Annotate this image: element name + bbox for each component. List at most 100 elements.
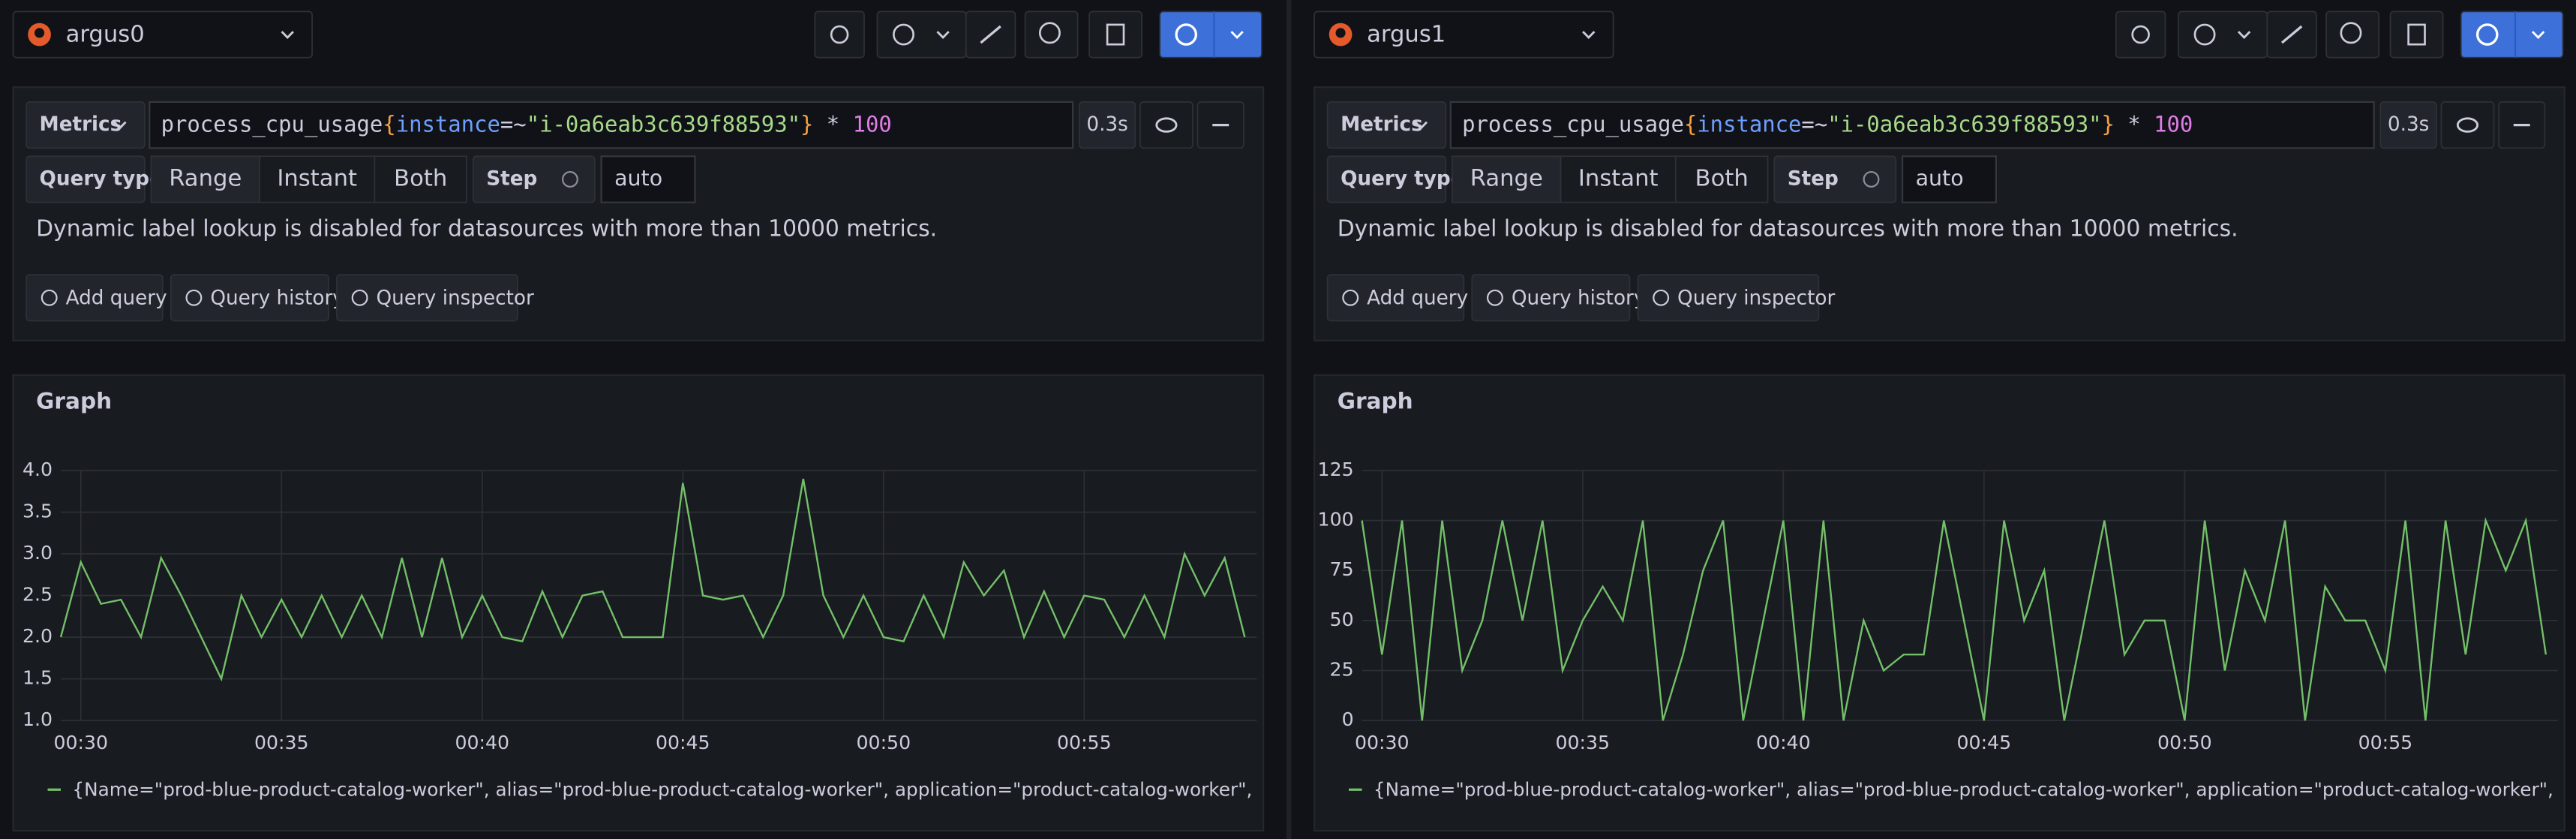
query-token: { <box>1684 112 1697 137</box>
series-line <box>1361 517 2547 721</box>
step-input[interactable] <box>600 155 696 203</box>
query-token: } <box>800 112 813 137</box>
run-query-button[interactable] <box>2460 11 2564 59</box>
time-picker-button[interactable] <box>2178 11 2268 59</box>
query-token: =~ <box>1801 112 1827 137</box>
x-tick-label: 00:45 <box>1957 732 2012 753</box>
query-action-label: Query inspector <box>377 287 534 309</box>
icon <box>2340 22 2362 44</box>
query-token: * <box>813 112 852 137</box>
warning-text: Dynamic label lookup is disabled for dat… <box>1338 215 2238 242</box>
query-action-button[interactable] <box>170 274 329 322</box>
query-type-option[interactable] <box>259 155 376 203</box>
step-input[interactable] <box>1901 155 1998 203</box>
share-button[interactable] <box>2115 11 2166 59</box>
icon <box>2131 25 2150 44</box>
query-text: process_cpu_usage{instance=~"i-0a6eab3c6… <box>1462 112 2193 138</box>
refresh-icon <box>1175 23 1197 46</box>
zoom-out-button[interactable] <box>2325 11 2380 59</box>
pane-divider <box>1286 0 1292 839</box>
step-label: Step <box>1788 167 1839 190</box>
share-button[interactable] <box>814 11 865 59</box>
delete-button[interactable] <box>2389 11 2444 59</box>
button-icon <box>1486 289 1503 306</box>
query-type-option-label: Instant <box>1578 165 1659 191</box>
eye-icon <box>2456 117 2479 133</box>
x-tick-label: 00:35 <box>1556 732 1611 753</box>
query-action-button[interactable] <box>1326 274 1465 322</box>
info-icon <box>561 170 578 188</box>
run-query-button[interactable] <box>1159 11 1262 59</box>
hide-query-button[interactable] <box>1139 101 1193 149</box>
query-type-option[interactable] <box>1674 155 1769 203</box>
x-tick-label: 00:50 <box>857 732 911 753</box>
datasource-picker[interactable] <box>12 11 313 59</box>
trash-icon <box>2407 23 2426 46</box>
series-line <box>59 478 1246 682</box>
query-type-label-box[interactable] <box>1326 155 1447 203</box>
graph-panel <box>1313 374 2565 832</box>
y-tick-label: 25 <box>1330 659 1354 681</box>
query-token: { <box>383 112 395 137</box>
datasource-icon-inner <box>34 28 45 38</box>
metrics-label: Metrics <box>40 113 122 136</box>
metrics-button[interactable] <box>26 101 146 149</box>
query-type-option[interactable] <box>374 155 467 203</box>
x-tick-label: 00:30 <box>1355 732 1410 753</box>
legend-item: {Name="prod-blue-product-catalog-worker"… <box>1349 778 2576 800</box>
query-type-label-box[interactable] <box>26 155 146 203</box>
step-label: Step <box>486 167 537 190</box>
x-tick-label: 00:35 <box>254 732 309 753</box>
query-text: process_cpu_usage{instance=~"i-0a6eab3c6… <box>161 112 892 138</box>
step-label-box[interactable] <box>1773 155 1897 203</box>
query-action-label: Add query <box>1367 287 1468 309</box>
legend-label: {Name="prod-blue-product-catalog-worker"… <box>1374 778 2576 800</box>
graph-panel <box>12 374 1265 832</box>
query-type-option[interactable] <box>150 155 260 203</box>
y-tick-label: 4.0 <box>23 459 53 480</box>
datasource-icon-inner <box>1335 28 1346 38</box>
query-type-option[interactable] <box>1560 155 1677 203</box>
query-action-button[interactable] <box>1637 274 1820 322</box>
query-action-label: Query inspector <box>1677 287 1835 309</box>
chevron-icon <box>1230 31 1244 40</box>
query-input[interactable] <box>1449 101 2375 149</box>
time-picker-button[interactable] <box>876 11 967 59</box>
x-tick-label: 00:50 <box>2157 732 2212 753</box>
query-type-label: Query type <box>40 167 163 190</box>
query-action-button[interactable] <box>1471 274 1631 322</box>
icon <box>1038 22 1061 44</box>
query-token: process_cpu_usage <box>161 112 383 138</box>
duration-badge[interactable] <box>2379 101 2437 149</box>
query-type-option-label: Range <box>169 165 242 191</box>
query-input[interactable] <box>149 101 1074 149</box>
query-token: "i-0a6eab3c639f88593" <box>1827 112 2101 137</box>
button-icon <box>185 289 203 306</box>
step-placeholder: auto <box>1916 166 1964 191</box>
chevron-icon <box>281 31 294 40</box>
delete-button[interactable] <box>1088 11 1142 59</box>
y-tick-label: 3.0 <box>23 542 53 564</box>
button-icon <box>351 289 368 306</box>
query-action-button[interactable] <box>336 274 518 322</box>
x-tick-label: 00:45 <box>656 732 710 753</box>
warning-text: Dynamic label lookup is disabled for dat… <box>36 215 937 242</box>
metrics-button[interactable] <box>1326 101 1447 149</box>
refresh-icon <box>2475 23 2499 46</box>
zoom-out-button[interactable] <box>1024 11 1079 59</box>
query-action-button[interactable] <box>26 274 164 322</box>
button-icon <box>1653 289 1670 306</box>
x-tick-label: 00:40 <box>455 732 510 753</box>
x-tick-label: 00:55 <box>2358 732 2413 753</box>
query-type-option-label: Both <box>394 165 447 191</box>
datasource-picker[interactable] <box>1314 11 1614 59</box>
query-type-option[interactable] <box>1452 155 1562 203</box>
hide-query-button[interactable] <box>2440 101 2495 149</box>
duration-badge[interactable] <box>1078 101 1136 149</box>
query-token: =~ <box>500 112 527 137</box>
step-label-box[interactable] <box>472 155 596 203</box>
info-icon <box>1863 170 1880 188</box>
query-token: instance <box>1697 112 1801 137</box>
query-action-label: Query history <box>210 287 344 309</box>
